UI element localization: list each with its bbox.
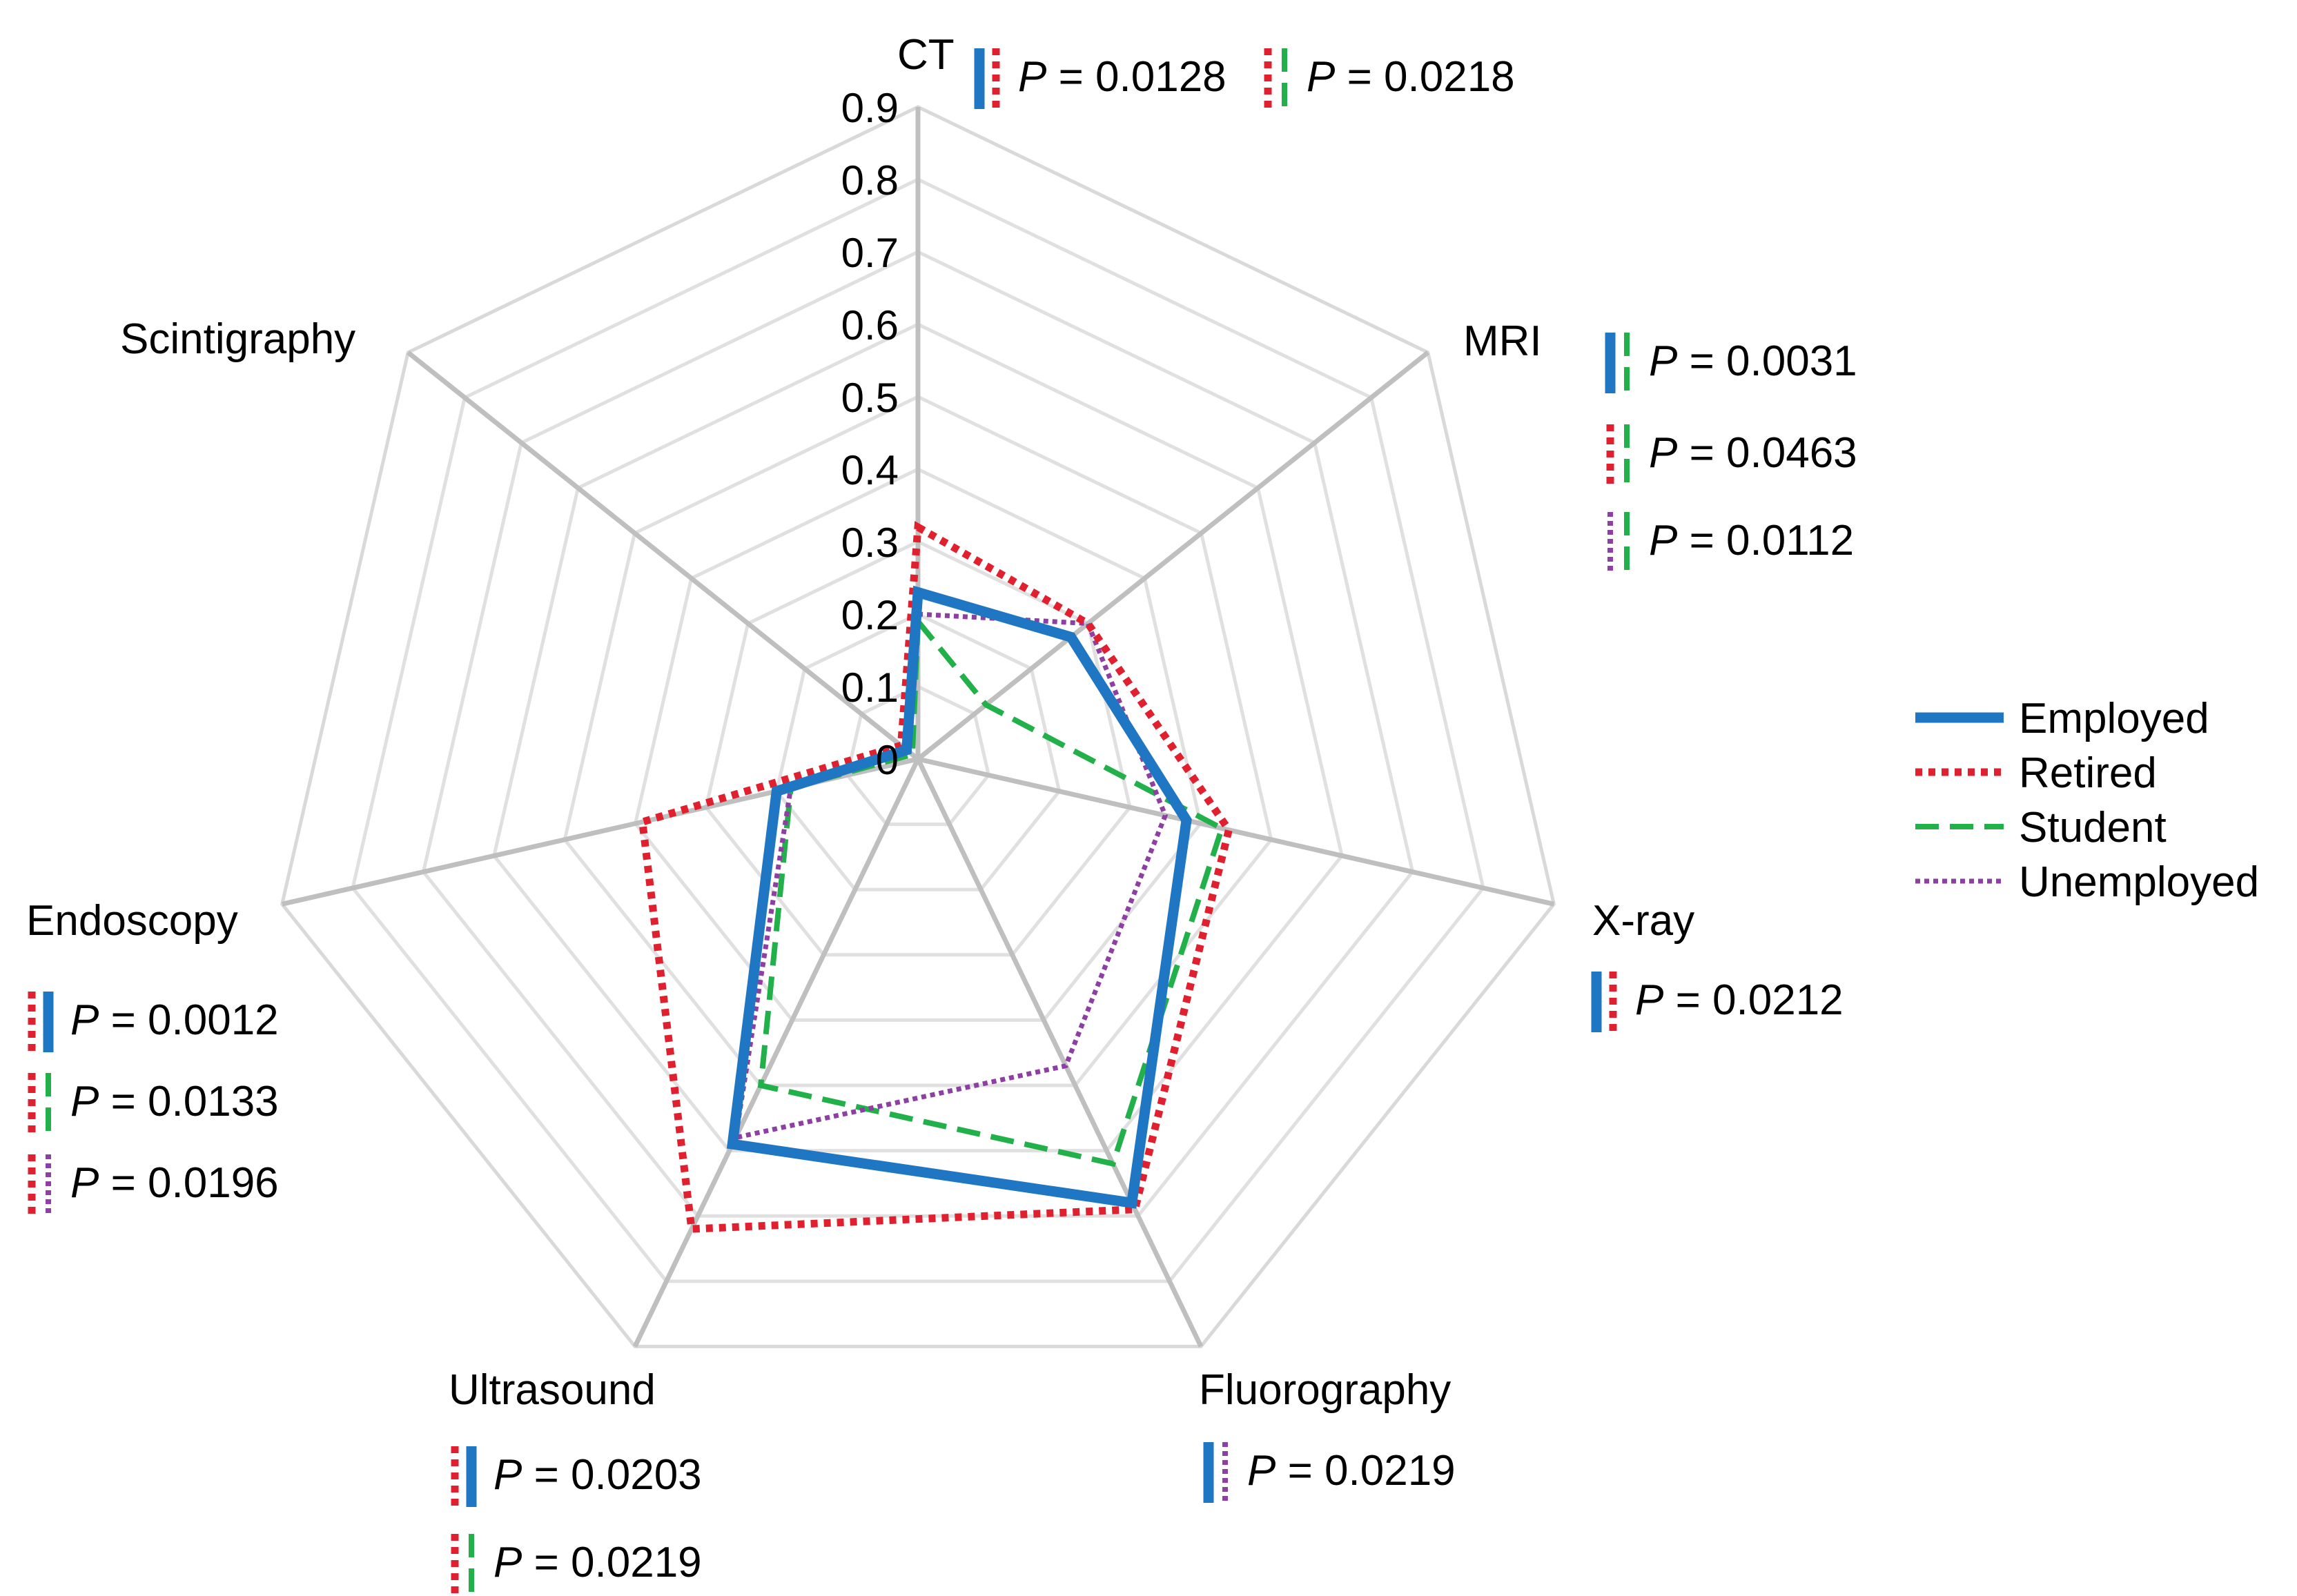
legend-label-student: Student (2019, 804, 2167, 851)
p-value-ct-0: P = 0.0128 (974, 48, 1226, 109)
p-value-text: P = 0.0219 (1247, 1447, 1456, 1495)
legend-label-unemployed: Unemployed (2019, 858, 2259, 906)
p-value-ultrasound-7: P = 0.0203 (451, 1446, 702, 1507)
spoke-x-ray (917, 756, 1555, 907)
series-student (757, 613, 1226, 1168)
tick-label: 0.6 (841, 302, 899, 348)
grid-ring (704, 540, 1132, 957)
p-value-text: P = 0.0218 (1307, 53, 1515, 101)
tick-label: 0.7 (841, 230, 899, 276)
p-value-endoscopy-10: P = 0.0133 (28, 1073, 279, 1134)
tick-label: 0.3 (841, 520, 899, 566)
p-value-ct-1: P = 0.0218 (1264, 48, 1515, 109)
p-value-text: P = 0.0128 (1018, 53, 1226, 101)
p-value-text: P = 0.0219 (493, 1539, 702, 1586)
p-value-mri-4: P = 0.0112 (1607, 512, 1854, 573)
tick-label: 0.1 (841, 664, 899, 711)
p-value-text: P = 0.0212 (1635, 976, 1844, 1024)
axis-labels: CT MRI X-ray Fluorography Ultrasound Endoscop… (26, 31, 1694, 1414)
axis-label-fluorography: Fluorography (1199, 1366, 1451, 1414)
series-employed (726, 585, 1192, 1209)
legend-item-retired: Retired (1915, 749, 2157, 797)
p-value-text: P = 0.0463 (1649, 429, 1857, 477)
spoke-scintigraphy (406, 351, 920, 761)
grid-ring (845, 684, 991, 827)
grid-ring (633, 467, 1203, 1022)
radar-series (638, 520, 1233, 1233)
p-value-text: P = 0.0112 (1649, 517, 1854, 564)
legend-item-employed: Employed (1915, 695, 2209, 742)
axis-label-ultrasound: Ultrasound (449, 1366, 656, 1414)
tick-label: 0.5 (841, 375, 899, 421)
grid-ring (280, 105, 1556, 1348)
p-value-mri-2: P = 0.0031 (1605, 333, 1857, 393)
p-value-text: P = 0.0203 (493, 1451, 702, 1499)
grid-ring (774, 612, 1062, 891)
p-value-x-ray-5: P = 0.0212 (1591, 972, 1844, 1032)
spoke-mri (916, 351, 1430, 761)
axis-label-mri: MRI (1463, 317, 1542, 365)
tick-label: 0.4 (841, 447, 899, 493)
axis-label-x-ray: X-ray (1592, 897, 1694, 945)
grid-ring (492, 322, 1344, 1153)
p-value-text: P = 0.0031 (1649, 337, 1857, 385)
radial-tick-labels: 0 0.1 0.2 0.3 0.4 0.5 0.6 0.7 0.8 0.9 (841, 85, 899, 783)
p-value-ultrasound-8: P = 0.0219 (451, 1534, 702, 1595)
radar-spokes (281, 107, 1555, 1348)
p-value-text: P = 0.0133 (70, 1078, 279, 1125)
series-retired (638, 520, 1233, 1233)
p-value-annotations: P = 0.0128 P = 0.0218 P = 0.0031 P = 0.0463… (28, 48, 1857, 1595)
p-value-text: P = 0.0012 (70, 996, 279, 1044)
legend-item-unemployed: Unemployed (1915, 858, 2259, 906)
legend-item-student: Student (1915, 804, 2167, 851)
p-value-mri-3: P = 0.0463 (1606, 424, 1857, 485)
grid-ring (351, 177, 1485, 1283)
legend: Employed Retired Student Unemployed (1915, 695, 2259, 906)
grid-ring (563, 395, 1273, 1087)
spoke-ultrasound (632, 758, 921, 1348)
legend-label-retired: Retired (2019, 749, 2157, 797)
tick-label: 0 (876, 737, 899, 783)
axis-label-endoscopy: Endoscopy (26, 897, 238, 945)
axis-label-scintigraphy: Scintigraphy (120, 315, 355, 363)
p-value-endoscopy-11: P = 0.0196 (28, 1154, 279, 1215)
p-value-fluorography-6: P = 0.0219 (1203, 1442, 1456, 1503)
tick-label: 0.9 (841, 85, 899, 131)
legend-label-employed: Employed (2019, 695, 2209, 742)
tick-label: 0.2 (841, 592, 899, 638)
p-value-text: P = 0.0196 (70, 1159, 279, 1207)
axis-label-ct: CT (897, 31, 955, 79)
p-value-endoscopy-9: P = 0.0012 (28, 992, 279, 1052)
tick-label: 0.8 (841, 157, 899, 204)
spoke-fluorography (915, 758, 1204, 1348)
